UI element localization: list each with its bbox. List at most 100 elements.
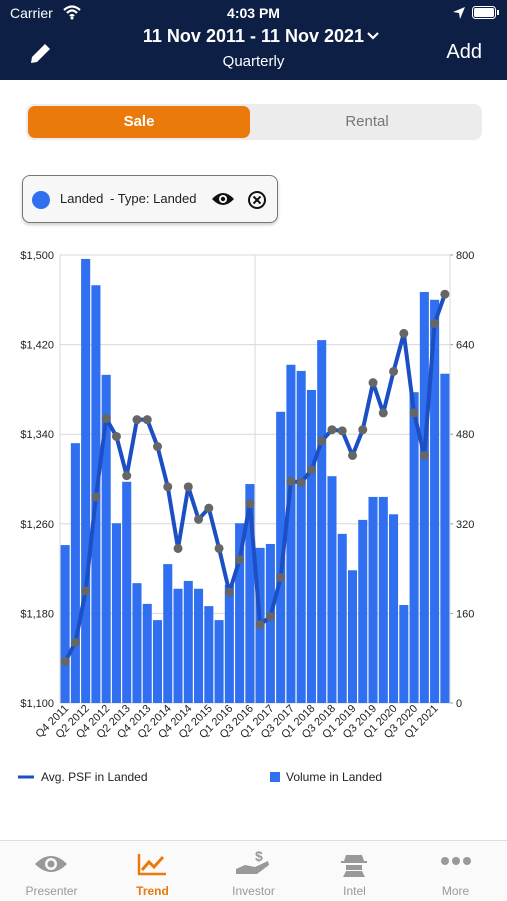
legend-swatch (270, 772, 280, 782)
line-point (317, 436, 327, 446)
segmented-control: Sale Rental (26, 104, 482, 140)
line-point (224, 587, 234, 597)
trend-icon (137, 854, 166, 876)
add-button[interactable]: Add (446, 41, 482, 63)
bar (183, 580, 193, 703)
chart: $1,100 $1,180 $1,260 $1,340 $1,420 $1,500 0 160… (18, 250, 474, 784)
chip-detail: - Type: Landed (110, 191, 197, 206)
clock: 4:03 PM (227, 5, 280, 21)
line-point (399, 328, 409, 338)
tab-bar: $ Presenter Trend Investor Intel More (0, 840, 507, 901)
tab-trend[interactable]: Trend (136, 884, 169, 898)
bar (204, 606, 214, 703)
y2-tick-label: 160 (456, 608, 474, 620)
y-tick-label: $1,500 (20, 250, 54, 262)
line-point (337, 426, 347, 436)
bar (347, 570, 358, 703)
line-point (101, 414, 111, 424)
bar (337, 533, 347, 703)
line-point (327, 425, 337, 435)
remove-button[interactable] (247, 190, 267, 210)
period: Quarterly (222, 53, 285, 70)
bar (245, 484, 255, 703)
line-point (378, 408, 388, 418)
line-point (440, 289, 450, 299)
bar (419, 291, 429, 703)
segment-sale[interactable]: Sale (28, 106, 250, 138)
line-point (204, 503, 214, 513)
y-tick-label: $1,180 (20, 608, 54, 620)
presenter-icon (35, 856, 67, 872)
line-point (245, 499, 255, 509)
y-tick-label: $1,340 (20, 429, 54, 441)
line-point (111, 431, 121, 441)
tab-investor[interactable]: Investor (232, 884, 275, 898)
intel-icon (341, 855, 367, 877)
line-point (60, 657, 70, 667)
y2-tick-label: 480 (456, 429, 474, 441)
bar (70, 443, 80, 703)
y2-tick-label: 320 (456, 519, 474, 531)
filter-chip[interactable]: Landed - Type: Landed (22, 175, 278, 223)
line-point (419, 450, 429, 460)
line-point (194, 514, 204, 524)
location-icon (453, 7, 465, 19)
bar (142, 603, 152, 703)
bar (276, 411, 286, 703)
line-point (348, 450, 357, 460)
line-point (296, 477, 306, 487)
line-point (286, 476, 296, 486)
bar (81, 258, 91, 703)
tab-intel[interactable]: Intel (343, 884, 366, 898)
chip-color (32, 191, 50, 209)
y2-tick-label: 800 (456, 250, 474, 262)
more-icon (441, 857, 471, 865)
line (63, 293, 447, 663)
bar (194, 588, 204, 703)
y2-tick-label: 0 (456, 698, 462, 710)
bar (132, 583, 142, 703)
line-point (142, 415, 152, 425)
line-point (265, 612, 275, 622)
y-tick-label: $1,420 (20, 340, 54, 352)
bar (440, 373, 450, 703)
bar (235, 523, 245, 703)
battery-icon (472, 6, 499, 19)
bar (389, 514, 399, 703)
y2-tick-label: 640 (456, 340, 474, 352)
y-tick-label: $1,260 (20, 519, 54, 531)
legend-label: Avg. PSF in Landed (41, 770, 148, 784)
eye-button[interactable] (211, 190, 235, 208)
bar (214, 620, 224, 703)
line-point (409, 408, 419, 418)
bar (317, 340, 327, 703)
wifi-icon (63, 5, 81, 20)
chevron-icon (367, 32, 379, 40)
line-point (430, 318, 440, 328)
legend-label: Volume in Landed (286, 770, 382, 784)
bar (60, 545, 70, 703)
bar (101, 374, 111, 703)
carrier: Carrier (10, 5, 53, 21)
date-range[interactable]: 11 Nov 2011 - 11 Nov 2021 (142, 26, 365, 46)
bar (378, 496, 388, 703)
bar (430, 299, 440, 703)
line-point (276, 573, 286, 583)
line-point (183, 482, 193, 492)
line-point (389, 366, 399, 376)
line-point (214, 543, 224, 553)
line-point (122, 471, 132, 481)
bar (327, 476, 337, 703)
tab-presenter[interactable]: Presenter (25, 884, 78, 898)
edit-button[interactable] (28, 40, 54, 66)
bar (265, 543, 275, 703)
bar (122, 481, 132, 703)
chip-name: Landed (60, 191, 104, 206)
segment-rental[interactable]: Rental (345, 113, 389, 130)
investor-icon: $ (236, 848, 269, 874)
svg-text:$: $ (255, 848, 263, 864)
bar (358, 519, 368, 703)
line-point (70, 638, 80, 648)
tab-more[interactable]: More (441, 884, 470, 898)
